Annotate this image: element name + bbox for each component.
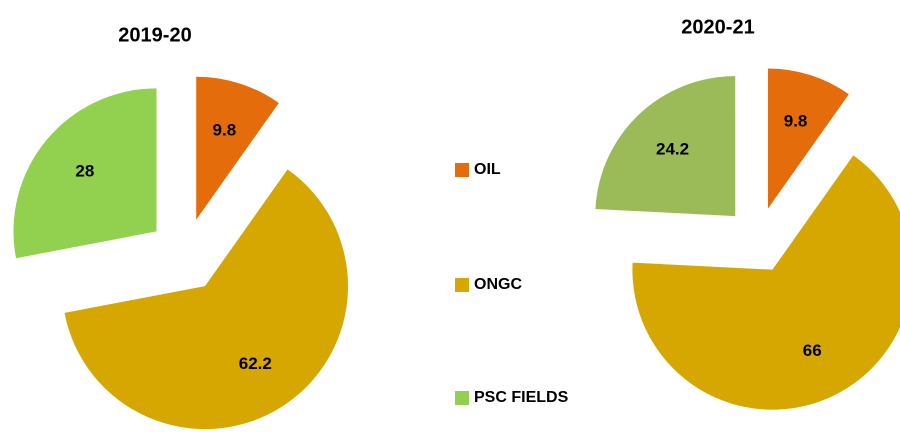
legend-label: OIL [474, 161, 501, 178]
legend-swatch [455, 163, 469, 177]
data-label: 24.2 [656, 140, 689, 159]
legend-label: PSC FIELDS [474, 389, 569, 406]
pie-slice [595, 76, 736, 217]
legend-swatch [455, 278, 469, 292]
chart-title: 2019-20 [118, 24, 191, 46]
data-label: 28 [75, 162, 94, 181]
pie-slice [64, 169, 349, 430]
legend-swatch [455, 391, 469, 405]
pie-slice [632, 155, 900, 410]
pie-slice [13, 88, 157, 259]
data-label: 9.8 [784, 111, 808, 130]
data-label: 66 [803, 341, 822, 360]
data-label: 9.8 [213, 121, 237, 140]
data-label: 62.2 [239, 354, 272, 373]
chart-title: 2020-21 [681, 16, 754, 38]
pie-slice [196, 76, 279, 220]
legend-label: ONGC [474, 276, 522, 293]
pie-slice [768, 68, 849, 209]
